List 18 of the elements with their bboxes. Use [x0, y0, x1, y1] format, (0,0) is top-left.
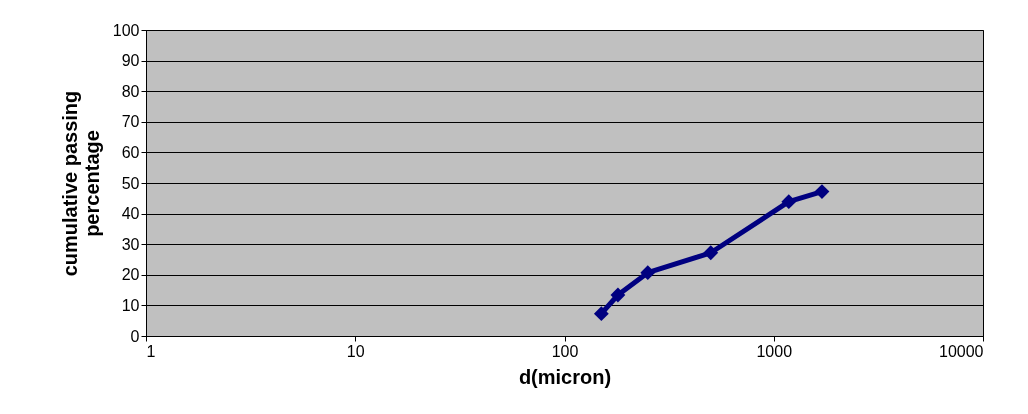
y-tick-label: 80 [121, 82, 140, 100]
y-tick-label: 10 [121, 296, 140, 314]
x-tick-label: 10000 [939, 342, 984, 360]
y-tick-label: 30 [121, 235, 140, 253]
y-tick-label: 60 [121, 143, 140, 161]
x-tick-label: 10 [346, 342, 365, 360]
y-tick-label: 90 [121, 52, 140, 70]
y-tick-label: 20 [121, 266, 140, 284]
y-axis-title: cumulative passing percentage [58, 90, 103, 277]
x-tick-label: 1 [146, 342, 156, 360]
x-tick-label: 100 [551, 342, 579, 360]
y-tick-label: 40 [121, 205, 140, 223]
x-tick-label: 1000 [756, 342, 793, 360]
y-tick-label: 100 [112, 21, 140, 39]
x-axis-title: d(micron) [518, 365, 612, 388]
y-tick-label: 70 [121, 113, 140, 131]
y-tick-label: 0 [130, 327, 140, 345]
y-tick-label: 50 [121, 174, 140, 192]
